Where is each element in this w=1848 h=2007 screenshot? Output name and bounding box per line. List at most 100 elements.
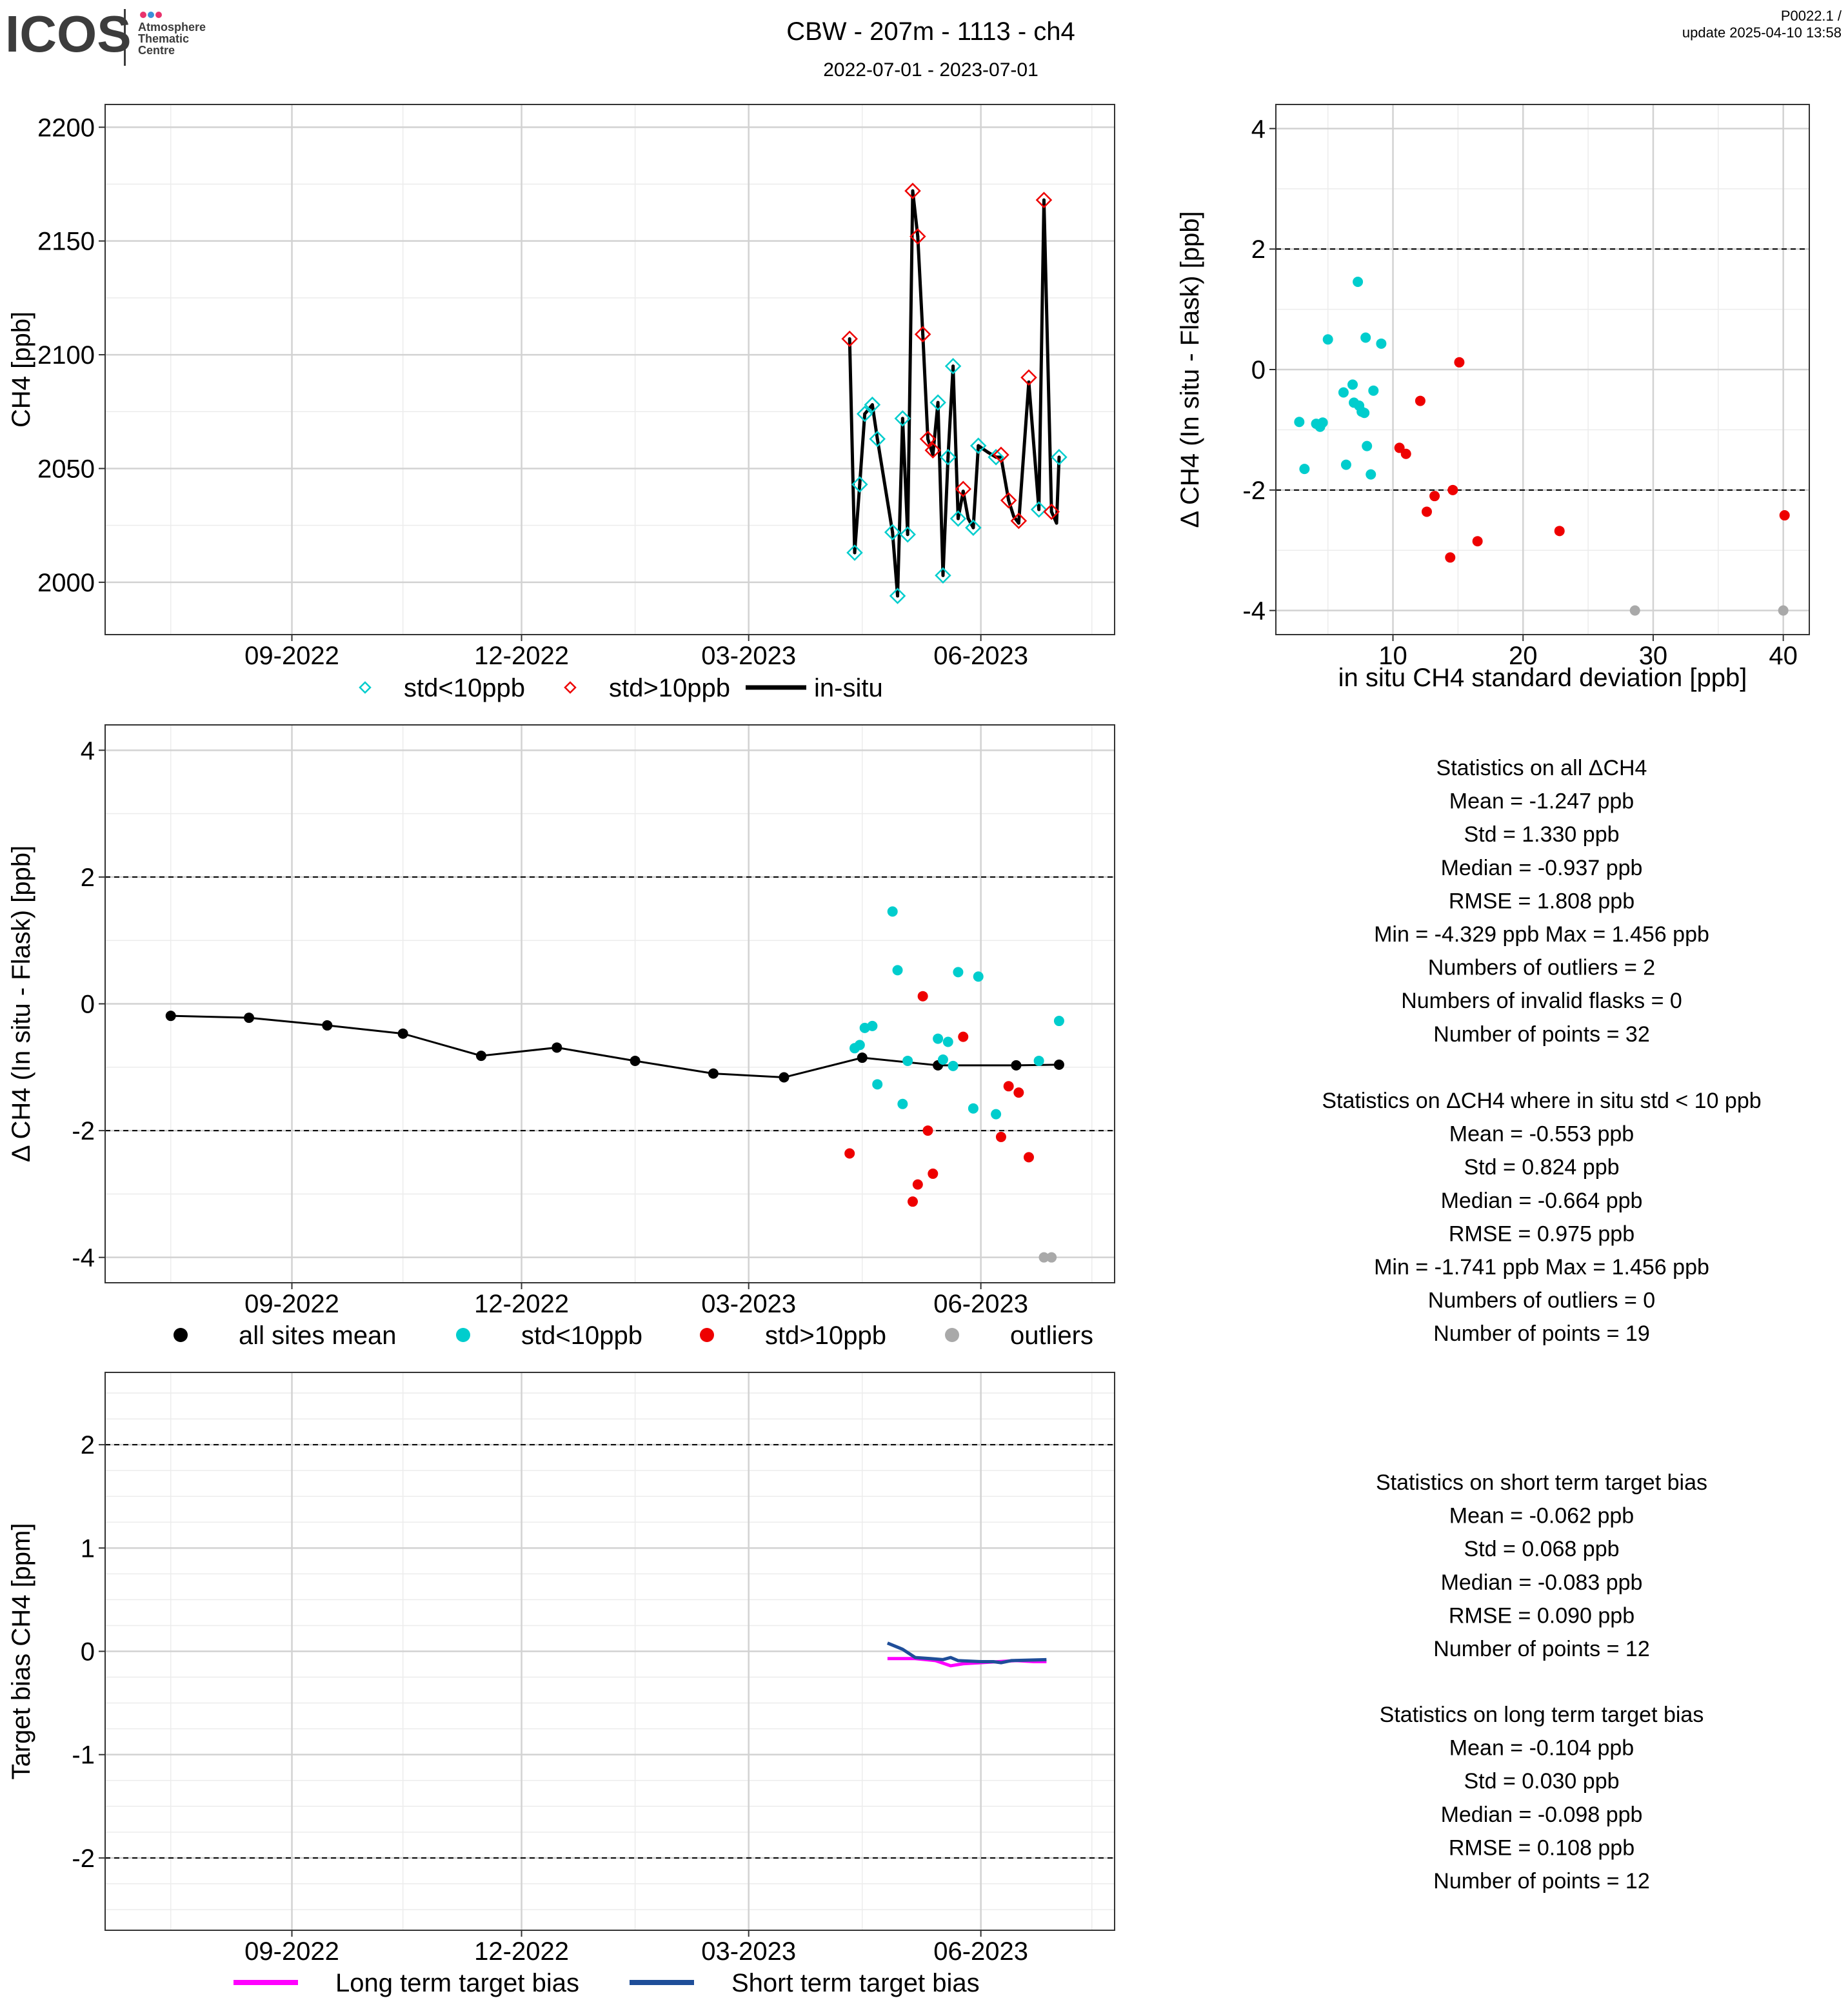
mean-point xyxy=(630,1055,641,1066)
logo-sub-line: Centre xyxy=(138,44,175,57)
delta-point-std-gt10 xyxy=(844,1148,855,1159)
flask-marker-std-gt10 xyxy=(1035,192,1053,208)
scatter-point-std-gt10 xyxy=(1779,510,1790,521)
delta-point-std-lt10 xyxy=(897,1098,908,1109)
delta-point-outlier xyxy=(1046,1252,1057,1263)
x-tick-label: 06-2023 xyxy=(933,1290,1028,1318)
insitu-point xyxy=(971,526,975,529)
logo-dot xyxy=(155,12,162,18)
stats-all-block: Statistics on all ΔCH4 Mean = -1.247 ppb S… xyxy=(1374,756,1709,1047)
delta-point-std-gt10 xyxy=(958,1031,969,1042)
y-tick-label: -2 xyxy=(72,1844,95,1873)
delta-point-std-lt10 xyxy=(854,1040,865,1051)
stats-line: Numbers of outliers = 2 xyxy=(1428,956,1655,980)
flask-marker-std-lt10 xyxy=(851,476,868,493)
delta-point-std-lt10 xyxy=(968,1103,979,1114)
scatter-point-std-lt10 xyxy=(1366,469,1376,480)
delta-panel: 09-2022 12-2022 03-2023 06-2023 -4 -2 0 2 4 Δ CH4… xyxy=(7,724,1115,1350)
mean-point xyxy=(165,1011,176,1022)
x-tick-label: 03-2023 xyxy=(701,1290,796,1318)
scatter-point-std-lt10 xyxy=(1322,334,1333,345)
delta-point-std-lt10 xyxy=(937,1054,948,1065)
scatter-point-std-gt10 xyxy=(1454,357,1465,368)
flask-marker-std-gt10 xyxy=(841,330,858,348)
plot-border xyxy=(1275,104,1810,635)
y-tick-label: 2 xyxy=(81,864,95,892)
legend-marker xyxy=(700,1328,714,1342)
stats-line: Std = 1.330 ppb xyxy=(1464,822,1619,847)
legend-label: std>10ppb xyxy=(765,1321,886,1350)
insitu-point xyxy=(1037,508,1041,511)
stats-line: Std = 0.824 ppb xyxy=(1464,1155,1619,1180)
stats-line: Number of points = 32 xyxy=(1433,1022,1649,1047)
legend-label: Short term target bias xyxy=(731,1969,980,1997)
timeseries-panel: 09-2022 12-2022 03-2023 06-2023 2000 2050 2100… xyxy=(7,104,1115,702)
legend-marker xyxy=(945,1328,959,1342)
insitu-point xyxy=(853,551,857,555)
scatter-panel: 10 20 30 40 -4 -2 0 2 4 Δ CH4 (In situ - Flask) [… xyxy=(1176,104,1810,692)
x-tick-label: 12-2022 xyxy=(474,642,569,670)
scatter-point-std-lt10 xyxy=(1359,408,1370,419)
flask-marker-std-gt10 xyxy=(955,480,972,497)
scatter-point-std-lt10 xyxy=(1294,417,1305,428)
stats-line: Min = -4.329 ppb Max = 1.456 ppb xyxy=(1374,922,1709,947)
flask-marker-std-lt10 xyxy=(944,357,962,375)
delta-point-std-lt10 xyxy=(867,1020,878,1031)
delta-point-std-gt10 xyxy=(995,1131,1006,1142)
flask-marker-std-gt10 xyxy=(1020,369,1037,386)
scatter-point-std-gt10 xyxy=(1429,491,1440,502)
y-tick-label: 2100 xyxy=(37,341,95,370)
y-tick-label: 2150 xyxy=(37,228,95,256)
insitu-point xyxy=(848,337,851,341)
insitu-point xyxy=(891,530,895,534)
stats-line: Mean = -0.062 ppb xyxy=(1449,1504,1634,1528)
scatter-point-std-lt10 xyxy=(1362,440,1373,451)
mean-point xyxy=(551,1042,562,1053)
insitu-point xyxy=(1057,455,1061,459)
mean-point xyxy=(708,1068,719,1079)
logo-sub-line: Thematic xyxy=(138,32,189,45)
stats-line: Median = -0.083 ppb xyxy=(1441,1570,1643,1595)
mean-point xyxy=(1011,1060,1022,1071)
y-tick-label: 0 xyxy=(1251,356,1266,384)
delta-point-std-gt10 xyxy=(922,1125,933,1136)
stats-line: Number of points = 19 xyxy=(1433,1321,1649,1346)
y-tick-label: 1 xyxy=(81,1534,95,1563)
flask-marker-std-lt10 xyxy=(965,519,982,536)
insitu-point xyxy=(863,412,867,416)
flask-marker-std-lt10 xyxy=(889,588,906,604)
x-tick-label: 40 xyxy=(1769,642,1798,670)
mean-point xyxy=(322,1020,333,1031)
stats-line: Mean = -1.247 ppb xyxy=(1449,789,1634,814)
insitu-point xyxy=(921,332,925,336)
scatter-point-std-gt10 xyxy=(1400,448,1411,459)
insitu-point xyxy=(896,594,900,598)
stats-line: Mean = -0.104 ppb xyxy=(1449,1736,1634,1761)
delta-point-outlier xyxy=(1038,1252,1049,1263)
stats-line: Std = 0.030 ppb xyxy=(1464,1769,1619,1794)
legend-marker xyxy=(456,1328,470,1342)
insitu-point xyxy=(977,444,980,448)
y-tick-label: 4 xyxy=(1251,115,1266,143)
legend-label: Long term target bias xyxy=(335,1969,579,1997)
scatter-point-std-gt10 xyxy=(1447,484,1458,495)
delta-point-std-lt10 xyxy=(942,1036,953,1047)
flask-marker-std-lt10 xyxy=(894,410,911,427)
stats-heading: Statistics on all ΔCH4 xyxy=(1436,756,1647,780)
update-label: update 2025-04-10 13:58 xyxy=(1682,25,1842,41)
stats-line: Mean = -0.553 ppb xyxy=(1449,1122,1634,1147)
y-tick-label: 2 xyxy=(81,1431,95,1459)
x-tick-label: 30 xyxy=(1639,642,1668,670)
insitu-point xyxy=(926,437,929,441)
logo-dot xyxy=(140,12,146,18)
insitu-point xyxy=(875,437,879,441)
stats-line: Median = -0.937 ppb xyxy=(1441,856,1643,880)
legend-marker xyxy=(564,681,577,694)
plot-border xyxy=(104,104,1115,635)
insitu-point xyxy=(870,403,874,407)
y-tick-label: -4 xyxy=(72,1244,95,1272)
scatter-point-std-lt10 xyxy=(1353,276,1364,287)
y-tick-label: 2 xyxy=(1251,235,1266,264)
x-tick-label: 03-2023 xyxy=(701,1937,796,1966)
scatter-point-std-lt10 xyxy=(1317,417,1328,428)
